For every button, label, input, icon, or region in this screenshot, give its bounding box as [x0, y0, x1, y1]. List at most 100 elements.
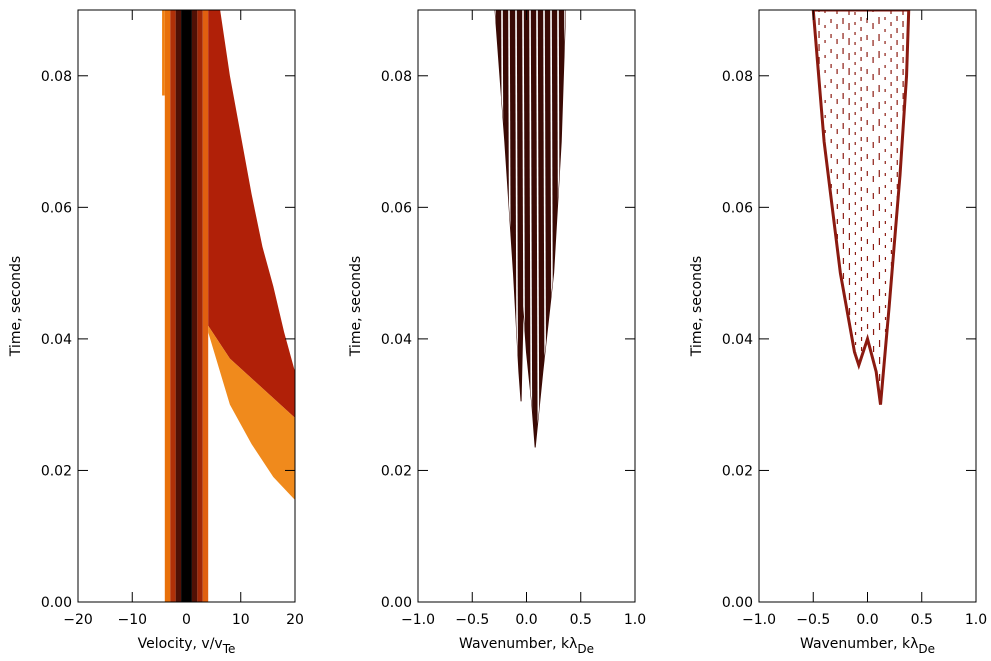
region — [208, 10, 295, 418]
x-tick-label: 0.0 — [515, 612, 537, 628]
region — [175, 10, 182, 602]
stripe — [564, 10, 566, 448]
stripe — [614, 10, 616, 602]
x-tick-label: −1.0 — [401, 612, 435, 628]
y-tick-label: 0.06 — [41, 200, 72, 216]
y-tick-label: 0.06 — [722, 200, 753, 216]
stripe — [481, 10, 483, 602]
stripe — [543, 10, 547, 448]
speckle — [951, 10, 952, 602]
y-tick-label: 0.08 — [722, 69, 753, 85]
y-tick-label: 0.00 — [41, 595, 72, 611]
speckle — [795, 10, 796, 602]
panel: −1.0 −0.5 0.0 0.5 1.0 0.00 0.02 0.04 0.06 0.08 Tim… — [689, 9, 987, 656]
stripe — [446, 10, 448, 602]
y-tick-label: 0.00 — [381, 595, 412, 611]
speckle — [878, 10, 881, 405]
x-axis-title-sub: De — [918, 642, 935, 656]
y-tick-label: 0.06 — [381, 200, 412, 216]
region — [191, 10, 198, 602]
stripe — [600, 10, 602, 602]
panel: −20 −10 0 10 20 0.00 0.02 0.04 0.06 0.08 Time, sec… — [8, 9, 304, 656]
speckle — [908, 10, 909, 405]
stripe — [453, 10, 455, 602]
stripe — [607, 10, 609, 602]
y-tick-label: 0.04 — [722, 332, 753, 348]
speckle — [969, 10, 970, 602]
region — [164, 10, 171, 602]
stripe — [621, 10, 623, 602]
stripe — [572, 10, 574, 602]
y-tick-label: 0.02 — [381, 463, 412, 479]
x-tick-label: 20 — [286, 612, 304, 628]
x-axis-title-sub: Te — [222, 642, 236, 656]
stripe — [536, 10, 540, 448]
x-tick-label: 0.5 — [570, 612, 592, 628]
x-tick-label: 1.0 — [965, 612, 987, 628]
stripe — [425, 10, 427, 602]
speckle — [890, 10, 893, 405]
y-tick-label: 0.04 — [41, 332, 72, 348]
speckle — [771, 10, 772, 602]
stripe — [522, 10, 526, 448]
x-axis-title-sub: De — [577, 642, 594, 656]
speckle — [963, 10, 964, 602]
speckle — [939, 10, 940, 602]
x-axis-title: Wavenumber, kλDe — [800, 636, 935, 656]
region — [197, 10, 203, 602]
stripe — [460, 10, 462, 602]
x-tick-label: 1.0 — [624, 612, 646, 628]
speckle — [789, 10, 790, 602]
y-axis-title: Time, seconds — [8, 256, 24, 357]
speckle — [915, 10, 916, 602]
y-axis-title: Time, seconds — [689, 256, 705, 357]
region — [181, 10, 192, 602]
texture — [425, 10, 623, 602]
stripe — [586, 10, 588, 602]
y-tick-label: 0.08 — [41, 69, 72, 85]
x-tick-label: 0.5 — [911, 612, 933, 628]
speckle — [872, 10, 875, 405]
plot-area — [425, 10, 623, 602]
x-axis-title-main: Wavenumber, kλ — [459, 636, 577, 652]
speckle — [807, 10, 808, 602]
speckle — [921, 10, 922, 602]
speckle — [777, 10, 778, 602]
stripe — [495, 10, 498, 448]
region — [162, 10, 165, 96]
speckle — [927, 10, 928, 602]
x-tick-label: 0 — [182, 612, 191, 628]
y-axis-title: Time, seconds — [348, 256, 364, 357]
panel: −1.0 −0.5 0.0 0.5 1.0 0.00 0.02 0.04 0.06 0.08 Tim… — [348, 9, 646, 656]
plot-area — [765, 10, 970, 602]
stripe — [488, 10, 490, 602]
speckle — [884, 10, 887, 405]
x-axis-title-main: Velocity, v/v — [138, 636, 223, 652]
speckle — [765, 10, 766, 602]
stripe — [467, 10, 469, 602]
x-axis-title-main: Wavenumber, kλ — [800, 636, 918, 652]
stripe — [529, 10, 533, 448]
speckle — [783, 10, 784, 602]
x-tick-label: 0.0 — [856, 612, 878, 628]
speckle — [860, 10, 863, 405]
x-tick-label: −20 — [63, 612, 93, 628]
stripe — [593, 10, 595, 602]
x-tick-label: −10 — [117, 612, 147, 628]
speckle — [801, 10, 802, 602]
speckle — [813, 10, 815, 405]
stripe — [474, 10, 476, 602]
plot-area — [162, 10, 295, 602]
y-tick-label: 0.08 — [381, 69, 412, 85]
y-tick-label: 0.02 — [722, 463, 753, 479]
x-tick-label: 10 — [232, 612, 250, 628]
speckle — [902, 10, 905, 405]
stripe — [515, 10, 519, 448]
y-tick-label: 0.00 — [722, 595, 753, 611]
speckle — [957, 10, 958, 602]
region — [170, 10, 176, 602]
y-tick-label: 0.02 — [41, 463, 72, 479]
y-tick-label: 0.04 — [381, 332, 412, 348]
region — [202, 10, 209, 602]
